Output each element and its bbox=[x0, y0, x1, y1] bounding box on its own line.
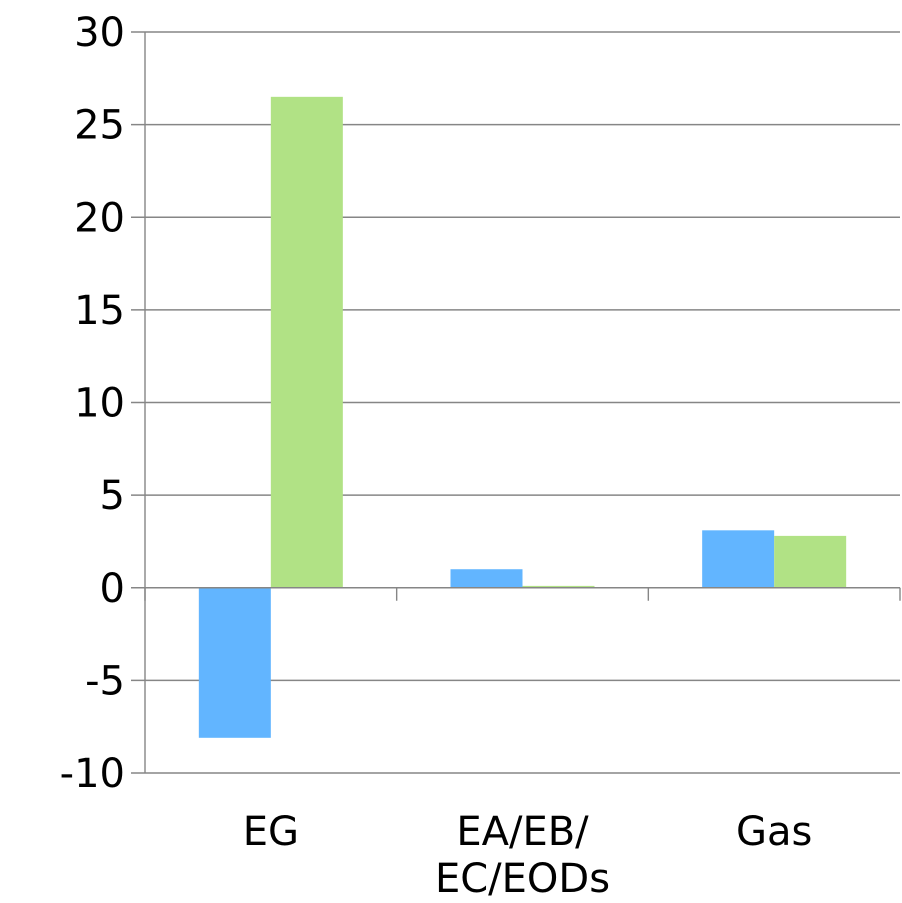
y-tick-label: 10 bbox=[74, 381, 125, 427]
bar-series1-gas bbox=[702, 530, 775, 588]
bar-series1-eg bbox=[198, 587, 271, 738]
category-labels: EG EA/EB/EC/EODs Gas bbox=[243, 809, 813, 902]
bar-series2-ea-eb-ec-eods bbox=[522, 585, 595, 588]
y-tick-label: 0 bbox=[100, 566, 125, 612]
y-tick-label: 30 bbox=[74, 10, 125, 56]
y-tick-label: 20 bbox=[74, 195, 125, 241]
bar-series1-ea-eb-ec-eods bbox=[450, 569, 523, 588]
bar-series2-gas bbox=[774, 535, 847, 588]
y-tick-label: 15 bbox=[74, 288, 125, 334]
y-tick-label: -5 bbox=[85, 658, 125, 704]
bar-series2-eg bbox=[270, 96, 343, 588]
category-label: Gas bbox=[736, 809, 812, 855]
y-tick-label: 5 bbox=[100, 473, 125, 519]
y-tick-label: -10 bbox=[60, 751, 125, 797]
category-label: EC/EODs bbox=[435, 856, 610, 902]
axes bbox=[144, 32, 901, 773]
y-tick-label: 25 bbox=[74, 103, 125, 149]
category-label: EA/EB/ bbox=[456, 809, 589, 855]
category-label: EG bbox=[243, 809, 299, 855]
bars bbox=[198, 96, 847, 738]
y-tick-labels: 30 25 20 15 10 5 0 -5 -10 bbox=[60, 10, 125, 797]
